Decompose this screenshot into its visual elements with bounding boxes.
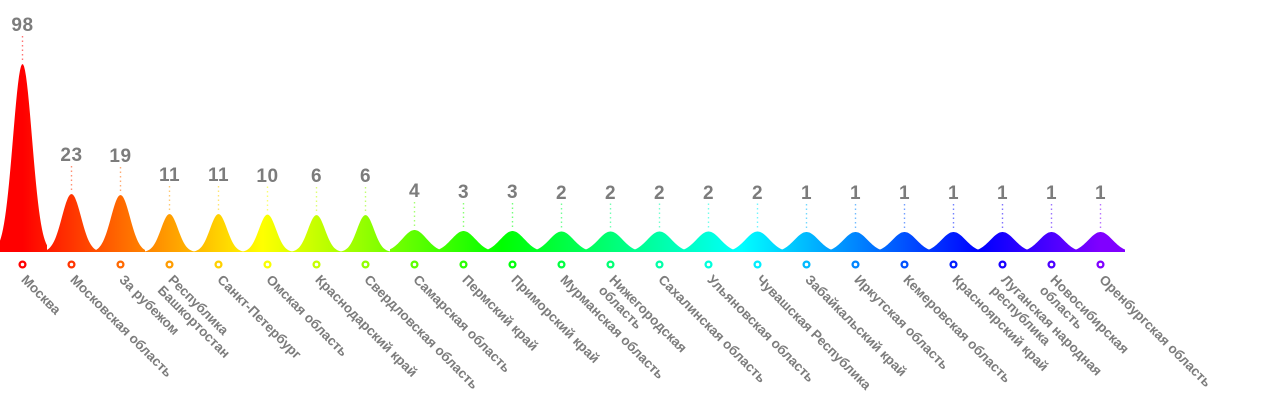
peak-shape[interactable]: [684, 231, 733, 253]
value-label: 2: [702, 182, 715, 204]
value-label: 2: [555, 182, 568, 204]
value-label: 6: [359, 166, 372, 187]
axis-ring-marker[interactable]: [67, 260, 76, 269]
value-label: 1: [800, 183, 813, 204]
axis-ring-marker[interactable]: [753, 260, 762, 269]
axis-ring-marker[interactable]: [18, 260, 27, 269]
peak-shape[interactable]: [243, 214, 292, 252]
value-label: 3: [457, 182, 470, 203]
axis-ring-marker[interactable]: [949, 260, 958, 269]
peak-shape[interactable]: [488, 231, 537, 252]
value-label: 2: [751, 182, 764, 204]
axis-ring-marker[interactable]: [214, 260, 223, 269]
peak-shape[interactable]: [880, 232, 929, 252]
value-label: 3: [506, 182, 519, 203]
axis-ring-marker[interactable]: [606, 260, 615, 269]
axis-ring-marker[interactable]: [312, 260, 321, 269]
value-label: 1: [947, 183, 960, 204]
axis-ring-marker[interactable]: [165, 260, 174, 269]
axis-ring-marker[interactable]: [1096, 260, 1105, 269]
axis-ring-marker[interactable]: [557, 260, 566, 269]
value-label: 2: [604, 182, 617, 204]
peak-shape[interactable]: [635, 231, 684, 253]
axis-ring-marker[interactable]: [508, 260, 517, 269]
peaks-layer: [0, 64, 1125, 252]
axis-ring-marker[interactable]: [361, 260, 370, 269]
peak-shape[interactable]: [929, 232, 978, 252]
axis-ring-marker[interactable]: [900, 260, 909, 269]
peak-shape[interactable]: [1027, 232, 1076, 252]
peak-shape[interactable]: [439, 231, 488, 252]
axis-markers-layer: [18, 260, 1105, 269]
peak-shape[interactable]: [586, 231, 635, 253]
axis-ring-marker[interactable]: [1047, 260, 1056, 269]
peak-shape[interactable]: [733, 231, 782, 253]
value-label: 4: [408, 181, 421, 202]
value-label: 1: [849, 183, 862, 204]
axis-ring-marker[interactable]: [459, 260, 468, 269]
value-label: 23: [60, 145, 83, 166]
axis-ring-marker[interactable]: [851, 260, 860, 269]
axis-ring-marker[interactable]: [116, 260, 125, 269]
value-label: 19: [109, 146, 132, 167]
peak-shape[interactable]: [96, 195, 145, 252]
value-label: 1: [898, 183, 911, 204]
axis-ring-marker[interactable]: [704, 260, 713, 269]
value-label: 2: [653, 182, 666, 204]
peak-shape[interactable]: [341, 215, 390, 252]
value-label: 98: [11, 15, 34, 36]
peak-shape[interactable]: [292, 215, 341, 252]
peak-shape[interactable]: [1076, 232, 1125, 252]
peak-shape[interactable]: [978, 232, 1027, 252]
value-label: 10: [256, 165, 279, 187]
axis-ring-marker[interactable]: [263, 260, 272, 269]
peak-shape[interactable]: [831, 232, 880, 252]
value-label: 1: [1094, 183, 1107, 204]
axis-ring-marker[interactable]: [998, 260, 1007, 269]
value-label: 1: [996, 183, 1009, 204]
peak-shape[interactable]: [782, 232, 831, 252]
value-label: 6: [310, 166, 323, 187]
peak-shape[interactable]: [47, 194, 96, 252]
peak-shape[interactable]: [145, 214, 194, 252]
value-label: 1: [1045, 183, 1058, 204]
peak-shape[interactable]: [194, 214, 243, 252]
value-label: 11: [158, 165, 181, 186]
peak-shape[interactable]: [390, 230, 439, 252]
axis-ring-marker[interactable]: [410, 260, 419, 269]
axis-ring-marker[interactable]: [802, 260, 811, 269]
peak-shape[interactable]: [537, 231, 586, 253]
peak-shape[interactable]: [0, 64, 47, 252]
axis-ring-marker[interactable]: [655, 260, 664, 269]
value-label: 11: [207, 165, 230, 186]
